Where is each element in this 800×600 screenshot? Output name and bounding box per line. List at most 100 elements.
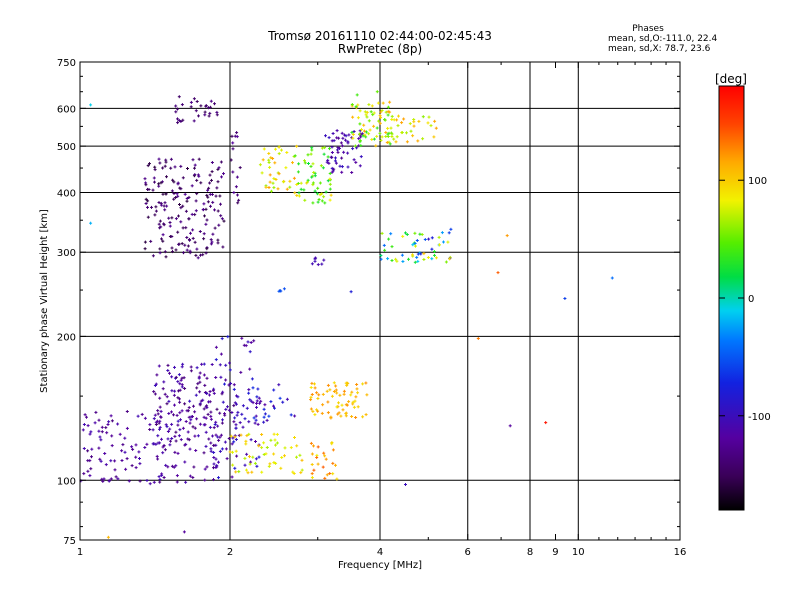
data-point xyxy=(190,231,191,235)
data-point xyxy=(341,131,343,135)
data-point xyxy=(368,119,370,123)
data-point xyxy=(232,463,234,467)
data-point xyxy=(294,436,295,439)
data-point xyxy=(164,164,166,168)
data-point xyxy=(111,444,113,448)
data-point xyxy=(390,126,392,130)
data-point xyxy=(181,385,183,389)
data-point xyxy=(184,460,186,464)
data-point xyxy=(310,386,312,389)
data-point xyxy=(409,122,411,126)
data-point xyxy=(237,201,239,205)
data-point xyxy=(203,373,205,377)
y-tick-label: 75 xyxy=(63,536,76,547)
phases-stats-o: mean, sd,O:-111.0, 22.4 xyxy=(608,34,718,44)
data-point xyxy=(416,255,418,259)
y-tick-label: 500 xyxy=(57,142,76,153)
data-point xyxy=(438,235,440,239)
data-point xyxy=(329,198,331,202)
data-point xyxy=(173,192,175,195)
data-point xyxy=(207,200,209,204)
data-point xyxy=(229,368,231,372)
data-point xyxy=(273,186,275,190)
data-point xyxy=(413,118,415,121)
data-point xyxy=(227,405,228,409)
data-point xyxy=(211,170,213,174)
data-point xyxy=(250,438,252,442)
data-point xyxy=(202,398,204,402)
data-point xyxy=(217,167,219,171)
data-point xyxy=(218,476,219,480)
data-point xyxy=(384,118,386,122)
data-point xyxy=(281,456,283,459)
data-point xyxy=(169,371,170,375)
data-point xyxy=(380,116,382,120)
data-point xyxy=(209,390,211,393)
data-point xyxy=(188,415,190,419)
data-point xyxy=(178,434,180,438)
data-point xyxy=(423,258,425,261)
data-point xyxy=(345,381,347,385)
data-point xyxy=(170,157,172,161)
data-point xyxy=(233,420,235,424)
data-point xyxy=(313,171,315,174)
data-point xyxy=(117,477,119,481)
data-point xyxy=(183,530,185,534)
data-point xyxy=(373,124,375,128)
data-point xyxy=(387,257,389,261)
data-point xyxy=(341,170,343,174)
data-point xyxy=(160,203,162,207)
data-point xyxy=(401,253,403,257)
data-point xyxy=(380,257,382,261)
data-point xyxy=(268,186,270,189)
data-point xyxy=(355,395,357,399)
data-point xyxy=(283,287,285,291)
data-point xyxy=(332,169,334,173)
data-point xyxy=(154,165,156,169)
data-point xyxy=(206,465,208,469)
data-point xyxy=(391,132,393,136)
data-point xyxy=(314,259,316,263)
data-point xyxy=(329,147,330,151)
data-point xyxy=(387,132,389,136)
data-point xyxy=(255,414,257,418)
data-point xyxy=(214,102,215,106)
data-point xyxy=(406,131,407,135)
data-point xyxy=(250,341,252,344)
data-point xyxy=(329,388,331,392)
data-point xyxy=(336,391,338,395)
data-point xyxy=(212,389,214,393)
data-point xyxy=(173,197,175,201)
data-point xyxy=(359,129,361,133)
data-point xyxy=(117,422,119,426)
data-point xyxy=(174,450,176,454)
data-point xyxy=(196,100,198,103)
data-point xyxy=(204,478,206,482)
data-point xyxy=(423,252,425,256)
data-point xyxy=(273,404,274,408)
data-point xyxy=(235,185,237,189)
data-point xyxy=(194,173,196,177)
data-point xyxy=(301,458,303,462)
data-point xyxy=(224,440,226,444)
data-point xyxy=(222,390,224,394)
data-point xyxy=(410,129,412,133)
data-point xyxy=(137,414,139,418)
data-point xyxy=(249,455,250,459)
data-point xyxy=(248,388,250,392)
data-point xyxy=(217,241,219,245)
data-point xyxy=(155,205,157,209)
data-point xyxy=(363,123,365,127)
data-point xyxy=(176,413,178,417)
data-point xyxy=(159,226,161,230)
data-point xyxy=(162,451,164,455)
data-point xyxy=(106,431,108,435)
data-point xyxy=(171,389,173,393)
data-point xyxy=(297,182,299,185)
data-point xyxy=(215,376,217,379)
data-point xyxy=(310,152,312,156)
data-point xyxy=(289,185,291,189)
data-point xyxy=(122,443,124,447)
data-point xyxy=(98,429,100,433)
data-point xyxy=(268,158,270,162)
